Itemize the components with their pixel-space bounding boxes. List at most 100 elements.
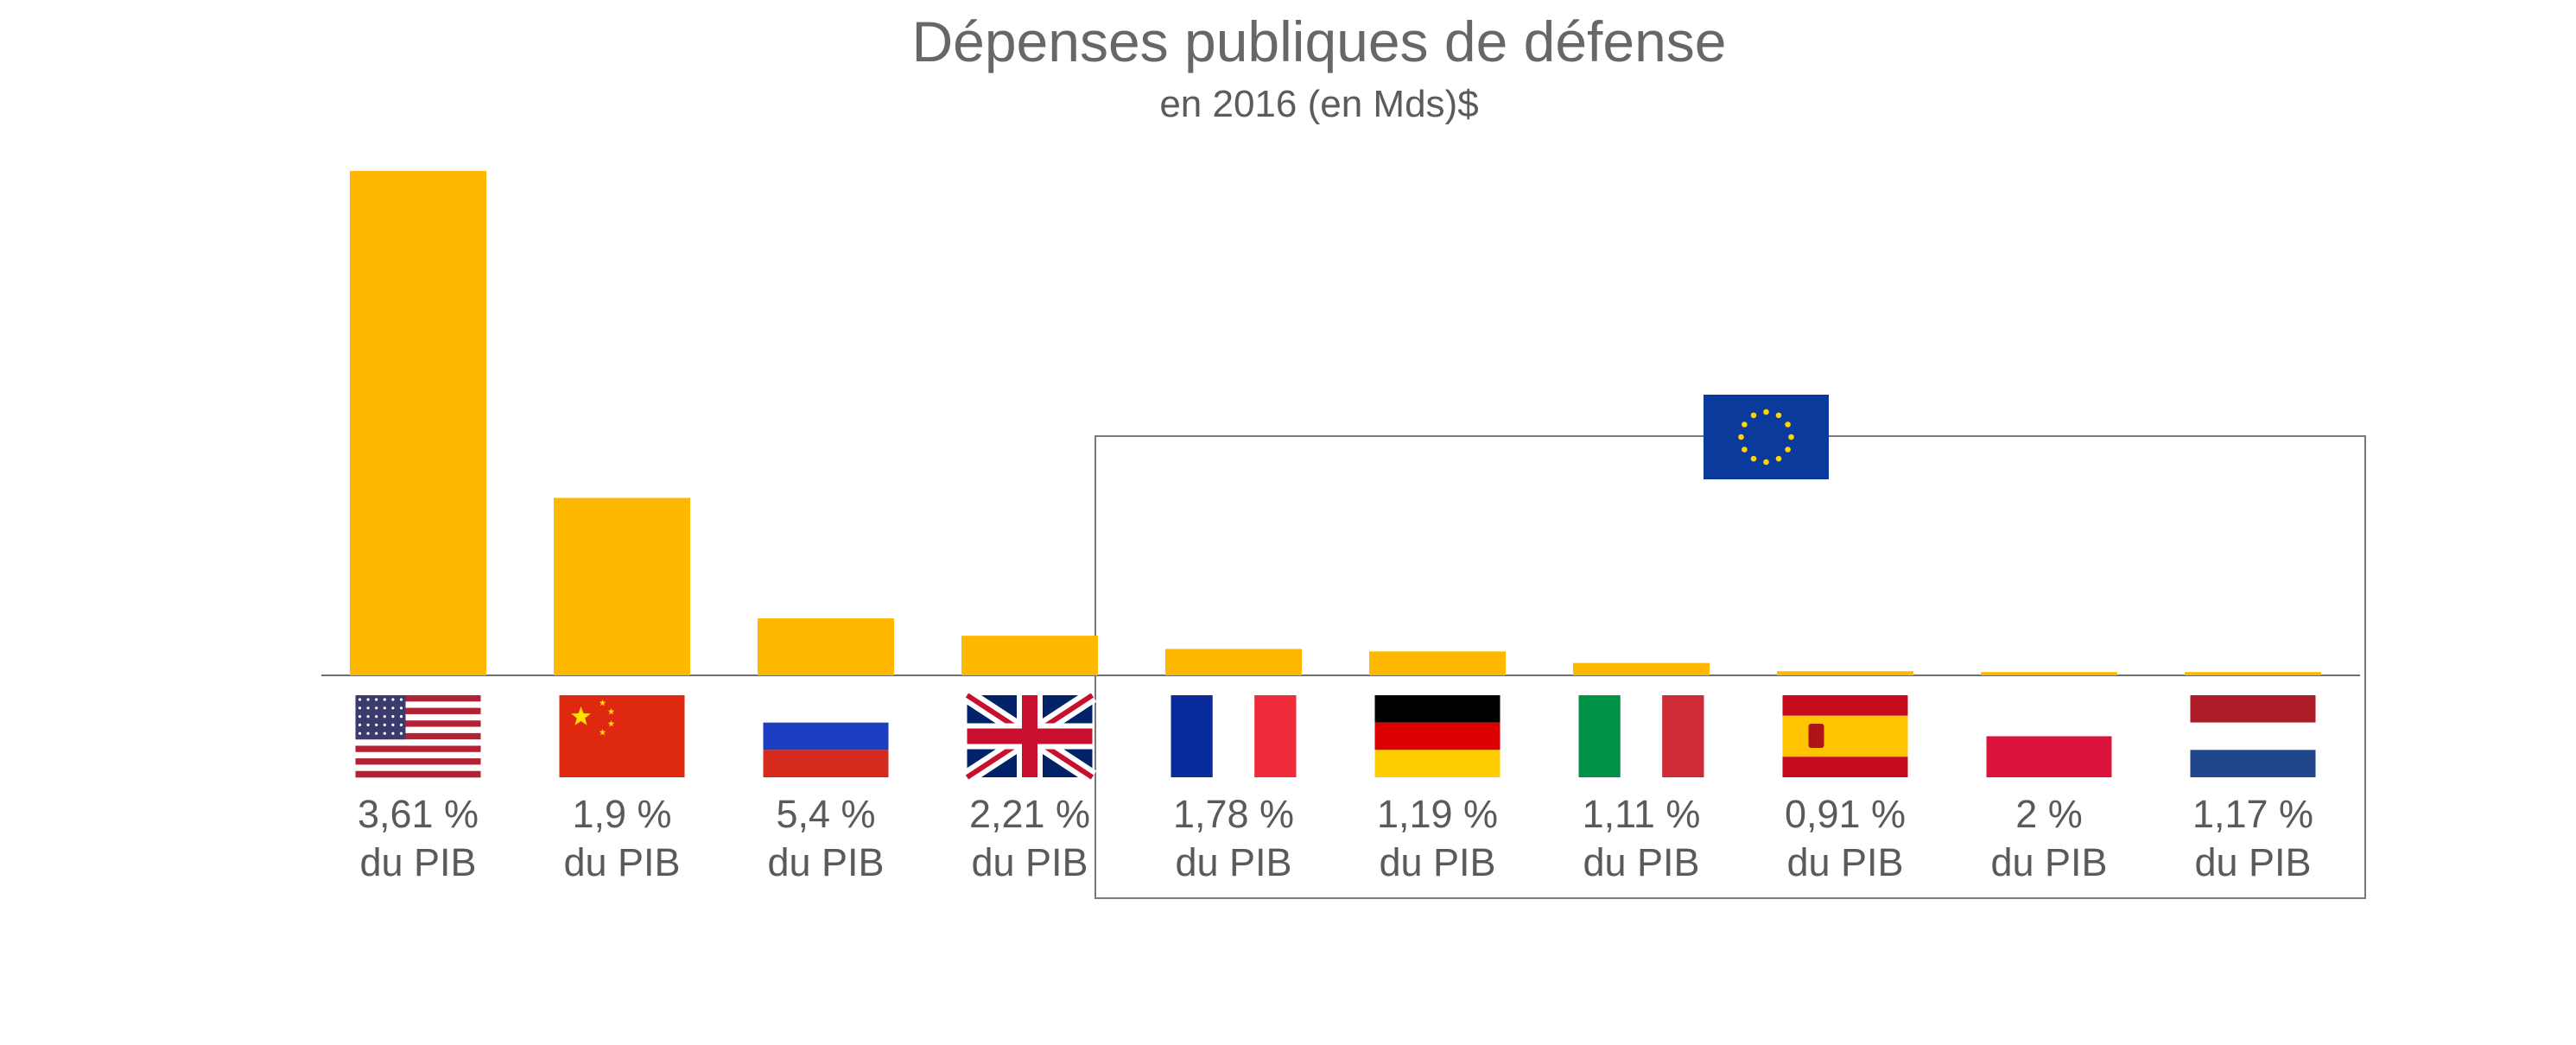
italy-flag-icon: [1578, 695, 1704, 777]
eu-flag-star: [1775, 455, 1782, 462]
us-flag-star: [375, 706, 378, 710]
us-flag-star: [391, 706, 395, 710]
germany-flag-icon: [1374, 695, 1501, 777]
us-flag-star: [375, 723, 378, 726]
us-flag-star: [391, 732, 395, 735]
france-flag-red: [1254, 695, 1297, 777]
us-flag-star: [358, 698, 362, 701]
eu-flag-star: [1738, 434, 1744, 440]
russia-flag-white: [763, 695, 889, 723]
us-flag-star: [399, 715, 403, 719]
eu-flag-star: [1785, 421, 1791, 428]
chart-title: Dépenses publiques de défense: [911, 10, 1727, 73]
germany-flag-black: [1374, 695, 1501, 723]
gdp-unit-label: du PIB: [1786, 840, 1903, 884]
us-flag-stripe: [355, 739, 481, 746]
us-flag-star: [375, 698, 378, 701]
us-flag-stripe: [355, 770, 481, 778]
china-flag-small-star: [599, 729, 606, 736]
gdp-percent-label: 1,11 %: [1583, 792, 1701, 836]
russia-flag-blue: [763, 722, 889, 750]
bar: [1573, 662, 1710, 675]
netherlands-flag-white: [2190, 722, 2316, 750]
us-flag-stripe: [355, 707, 481, 715]
netherlands-flag-red: [2190, 695, 2316, 723]
italy-flag-red: [1662, 695, 1704, 777]
us-flag-star: [383, 706, 386, 710]
us-flag-star: [366, 723, 370, 726]
bar: [350, 171, 486, 675]
us-flag-stripe: [355, 695, 481, 702]
us-flag-stripe: [355, 758, 481, 765]
us-flag-stripe: [355, 764, 481, 771]
gdp-percent-label: 5,4 %: [776, 792, 875, 836]
germany-flag-red: [1374, 722, 1501, 750]
us-flag-star: [399, 706, 403, 710]
bar: [2185, 672, 2321, 675]
us-flag-star: [358, 715, 362, 719]
gdp-unit-label: du PIB: [971, 840, 1088, 884]
gdp-percent-label: 1,78 %: [1173, 792, 1294, 836]
eu-flag-star: [1785, 446, 1791, 453]
gdp-unit-label: du PIB: [1379, 840, 1495, 884]
us-flag-star: [358, 723, 362, 726]
gdp-unit-label: du PIB: [1990, 840, 2107, 884]
france-flag-icon: [1171, 695, 1297, 777]
us-flag-star: [391, 723, 395, 726]
spain-flag-yellow: [1782, 715, 1908, 757]
gdp-unit-label: du PIB: [767, 840, 884, 884]
france-flag-white: [1212, 695, 1255, 777]
uk-flag-icon: [962, 688, 1097, 784]
eu-flag-star: [1750, 412, 1757, 419]
us-flag-stripe: [355, 713, 481, 721]
russia-flag-red: [763, 750, 889, 777]
uk-flag-cross-red: [967, 728, 1093, 744]
gdp-unit-label: du PIB: [563, 840, 680, 884]
us-flag-icon: [355, 695, 481, 778]
bar: [1777, 671, 1913, 675]
us-flag-stripe: [355, 726, 481, 734]
gdp-unit-label: du PIB: [1175, 840, 1291, 884]
eu-flag-star: [1763, 459, 1769, 466]
china-flag-small-star: [607, 708, 615, 715]
netherlands-flag-blue: [2190, 750, 2316, 777]
netherlands-flag-icon: [2190, 695, 2316, 777]
poland-flag-icon: [1986, 695, 2112, 777]
gdp-unit-label: du PIB: [359, 840, 476, 884]
us-flag-stripe: [355, 701, 481, 708]
us-flag-star: [366, 698, 370, 701]
us-flag-star: [391, 715, 395, 719]
us-flag-star: [366, 715, 370, 719]
gdp-percent-label: 0,91 %: [1785, 792, 1906, 836]
us-flag-star: [391, 698, 395, 701]
us-flag-star: [358, 732, 362, 735]
us-flag-star: [399, 723, 403, 726]
us-flag-stripe: [355, 751, 481, 759]
eu-flag-star: [1775, 412, 1782, 419]
china-flag-icon: [559, 695, 685, 777]
eu-flag-icon: [1704, 395, 1829, 479]
bar: [1369, 651, 1506, 675]
france-flag-blue: [1171, 695, 1213, 777]
china-flag-big-star: [571, 706, 591, 725]
russia-flag-icon: [763, 695, 889, 777]
bar: [758, 618, 894, 675]
chart-subtitle: en 2016 (en Mds)$: [1159, 83, 1479, 125]
us-flag-stripe: [355, 732, 481, 740]
china-flag-small-star: [599, 700, 606, 706]
us-flag-star: [366, 706, 370, 710]
us-flag-star: [383, 732, 386, 735]
eu-flag-star: [1742, 446, 1748, 453]
gdp-percent-label: 1,19 %: [1377, 792, 1498, 836]
poland-flag-red: [1986, 736, 2112, 777]
bar: [961, 636, 1098, 675]
gdp-unit-label: du PIB: [2194, 840, 2311, 884]
eu-flag-field: [1704, 395, 1829, 479]
gdp-unit-label: du PIB: [1583, 840, 1699, 884]
us-flag-star: [358, 706, 362, 710]
us-flag-stripe: [355, 745, 481, 753]
bar: [1165, 649, 1302, 675]
us-flag-canton: [355, 695, 406, 740]
